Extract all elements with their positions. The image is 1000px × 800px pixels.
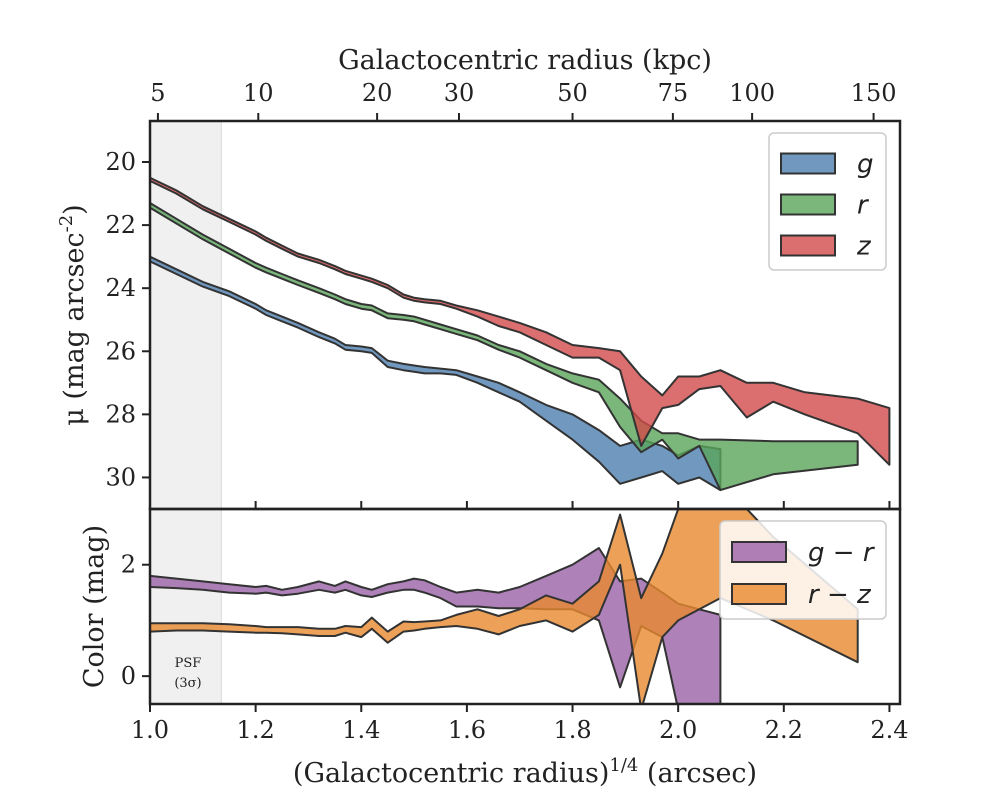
x-tick-label: 2.0 <box>659 716 697 744</box>
psf-label: PSF <box>175 656 202 671</box>
x-tick-label: 1.4 <box>342 716 380 744</box>
surface-brightness-series <box>150 176 891 492</box>
top-tick-label: 20 <box>362 79 393 107</box>
color-legend-swatch <box>731 583 787 605</box>
top-axis-label: Galactocentric radius (kpc) <box>338 45 712 76</box>
series-g-r-band <box>150 547 722 704</box>
x-tick-label: 2.2 <box>765 716 803 744</box>
top-tick-label: 10 <box>243 79 274 107</box>
psf-label-sigma: (3σ) <box>174 676 201 691</box>
top-tick-label: 150 <box>851 79 897 107</box>
top-tick-label: 5 <box>150 79 165 107</box>
bottom-panel-frame <box>148 507 902 706</box>
color-legend-label: r − z <box>808 580 872 610</box>
sb-legend-label: r <box>857 191 870 221</box>
x-tick-label: 2.4 <box>870 716 908 744</box>
x-tick-label: 1.2 <box>237 716 275 744</box>
series-r-z-band <box>150 509 859 704</box>
sb-legend-label: z <box>856 232 872 262</box>
x-tick-label: 1.8 <box>553 716 591 744</box>
axes: 20 22 24 26 28 30 5 10 20 30 50 75 100 150 0 2 1.0 1.2 1.4… <box>56 45 909 789</box>
series-z-band <box>150 176 891 466</box>
color-legend-swatch <box>731 541 787 563</box>
top-tick-label: 75 <box>658 79 689 107</box>
y-tick-label: 20 <box>105 148 136 176</box>
y-tick-label: 22 <box>105 211 136 239</box>
x-tick-label: 1.0 <box>131 716 169 744</box>
top-tick-label: 50 <box>557 79 588 107</box>
top-tick-label: 30 <box>444 79 475 107</box>
color-legend-label: g − r <box>808 538 876 568</box>
y-tick-label: 30 <box>105 463 136 491</box>
series-r-band <box>150 202 859 492</box>
psf-shaded-region <box>150 121 222 704</box>
y-tick-label: 28 <box>105 400 136 428</box>
x-axis-label: (Galactocentric radius)1/4​ (arcsec) <box>293 755 757 789</box>
top-tick-label: 100 <box>729 79 775 107</box>
sb-legend-swatch <box>780 193 836 216</box>
color-y-axis-label: Color (mag) <box>79 525 110 688</box>
sb-legend-swatch <box>780 234 836 257</box>
color-y-tick-label: 0 <box>121 662 136 690</box>
color-series <box>150 509 859 704</box>
legends: grz g − r r − z <box>719 132 887 620</box>
y-axis-label: μ (mag arcsec-2​) <box>56 204 90 425</box>
x-tick-label: 1.6 <box>448 716 486 744</box>
y-tick-label: 26 <box>105 337 136 365</box>
psf-region-layer: PSF (3σ) <box>150 121 222 704</box>
sb-legend-swatch <box>780 152 836 175</box>
y-tick-label: 24 <box>105 274 136 302</box>
sb-legend-label: g <box>857 150 874 180</box>
color-y-tick-label: 2 <box>121 551 136 579</box>
